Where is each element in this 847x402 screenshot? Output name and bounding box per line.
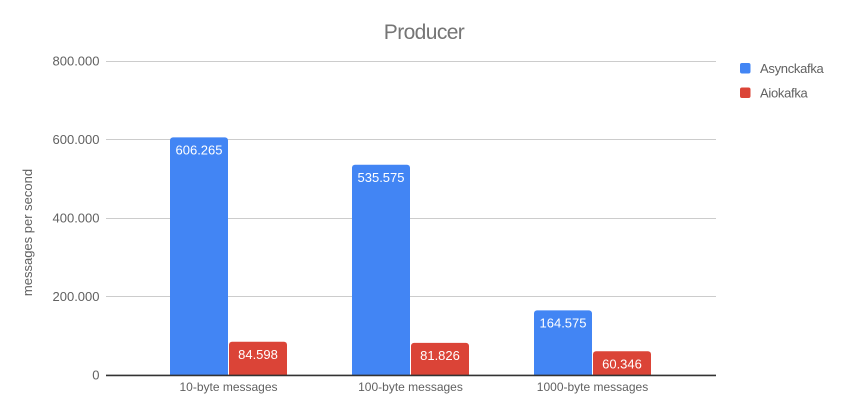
svg-text:535.575: 535.575: [358, 170, 405, 185]
svg-text:600.000: 600.000: [53, 132, 100, 147]
svg-text:Producer: Producer: [384, 21, 465, 44]
svg-text:800.000: 800.000: [53, 54, 100, 69]
svg-text:400.000: 400.000: [53, 211, 100, 226]
svg-text:164.575: 164.575: [540, 316, 587, 331]
svg-text:606.265: 606.265: [176, 142, 223, 157]
svg-text:0: 0: [92, 368, 99, 383]
svg-text:messages per second: messages per second: [20, 169, 35, 296]
svg-text:1000-byte messages: 1000-byte messages: [537, 380, 648, 394]
svg-text:Asynckafka: Asynckafka: [760, 61, 825, 76]
svg-text:10-byte messages: 10-byte messages: [179, 380, 277, 394]
svg-text:200.000: 200.000: [53, 289, 100, 304]
svg-text:60.346: 60.346: [602, 357, 642, 372]
svg-text:84.598: 84.598: [238, 347, 278, 362]
svg-text:Aiokafka: Aiokafka: [760, 85, 809, 100]
svg-text:100-byte messages: 100-byte messages: [358, 380, 463, 394]
svg-text:81.826: 81.826: [420, 348, 460, 363]
